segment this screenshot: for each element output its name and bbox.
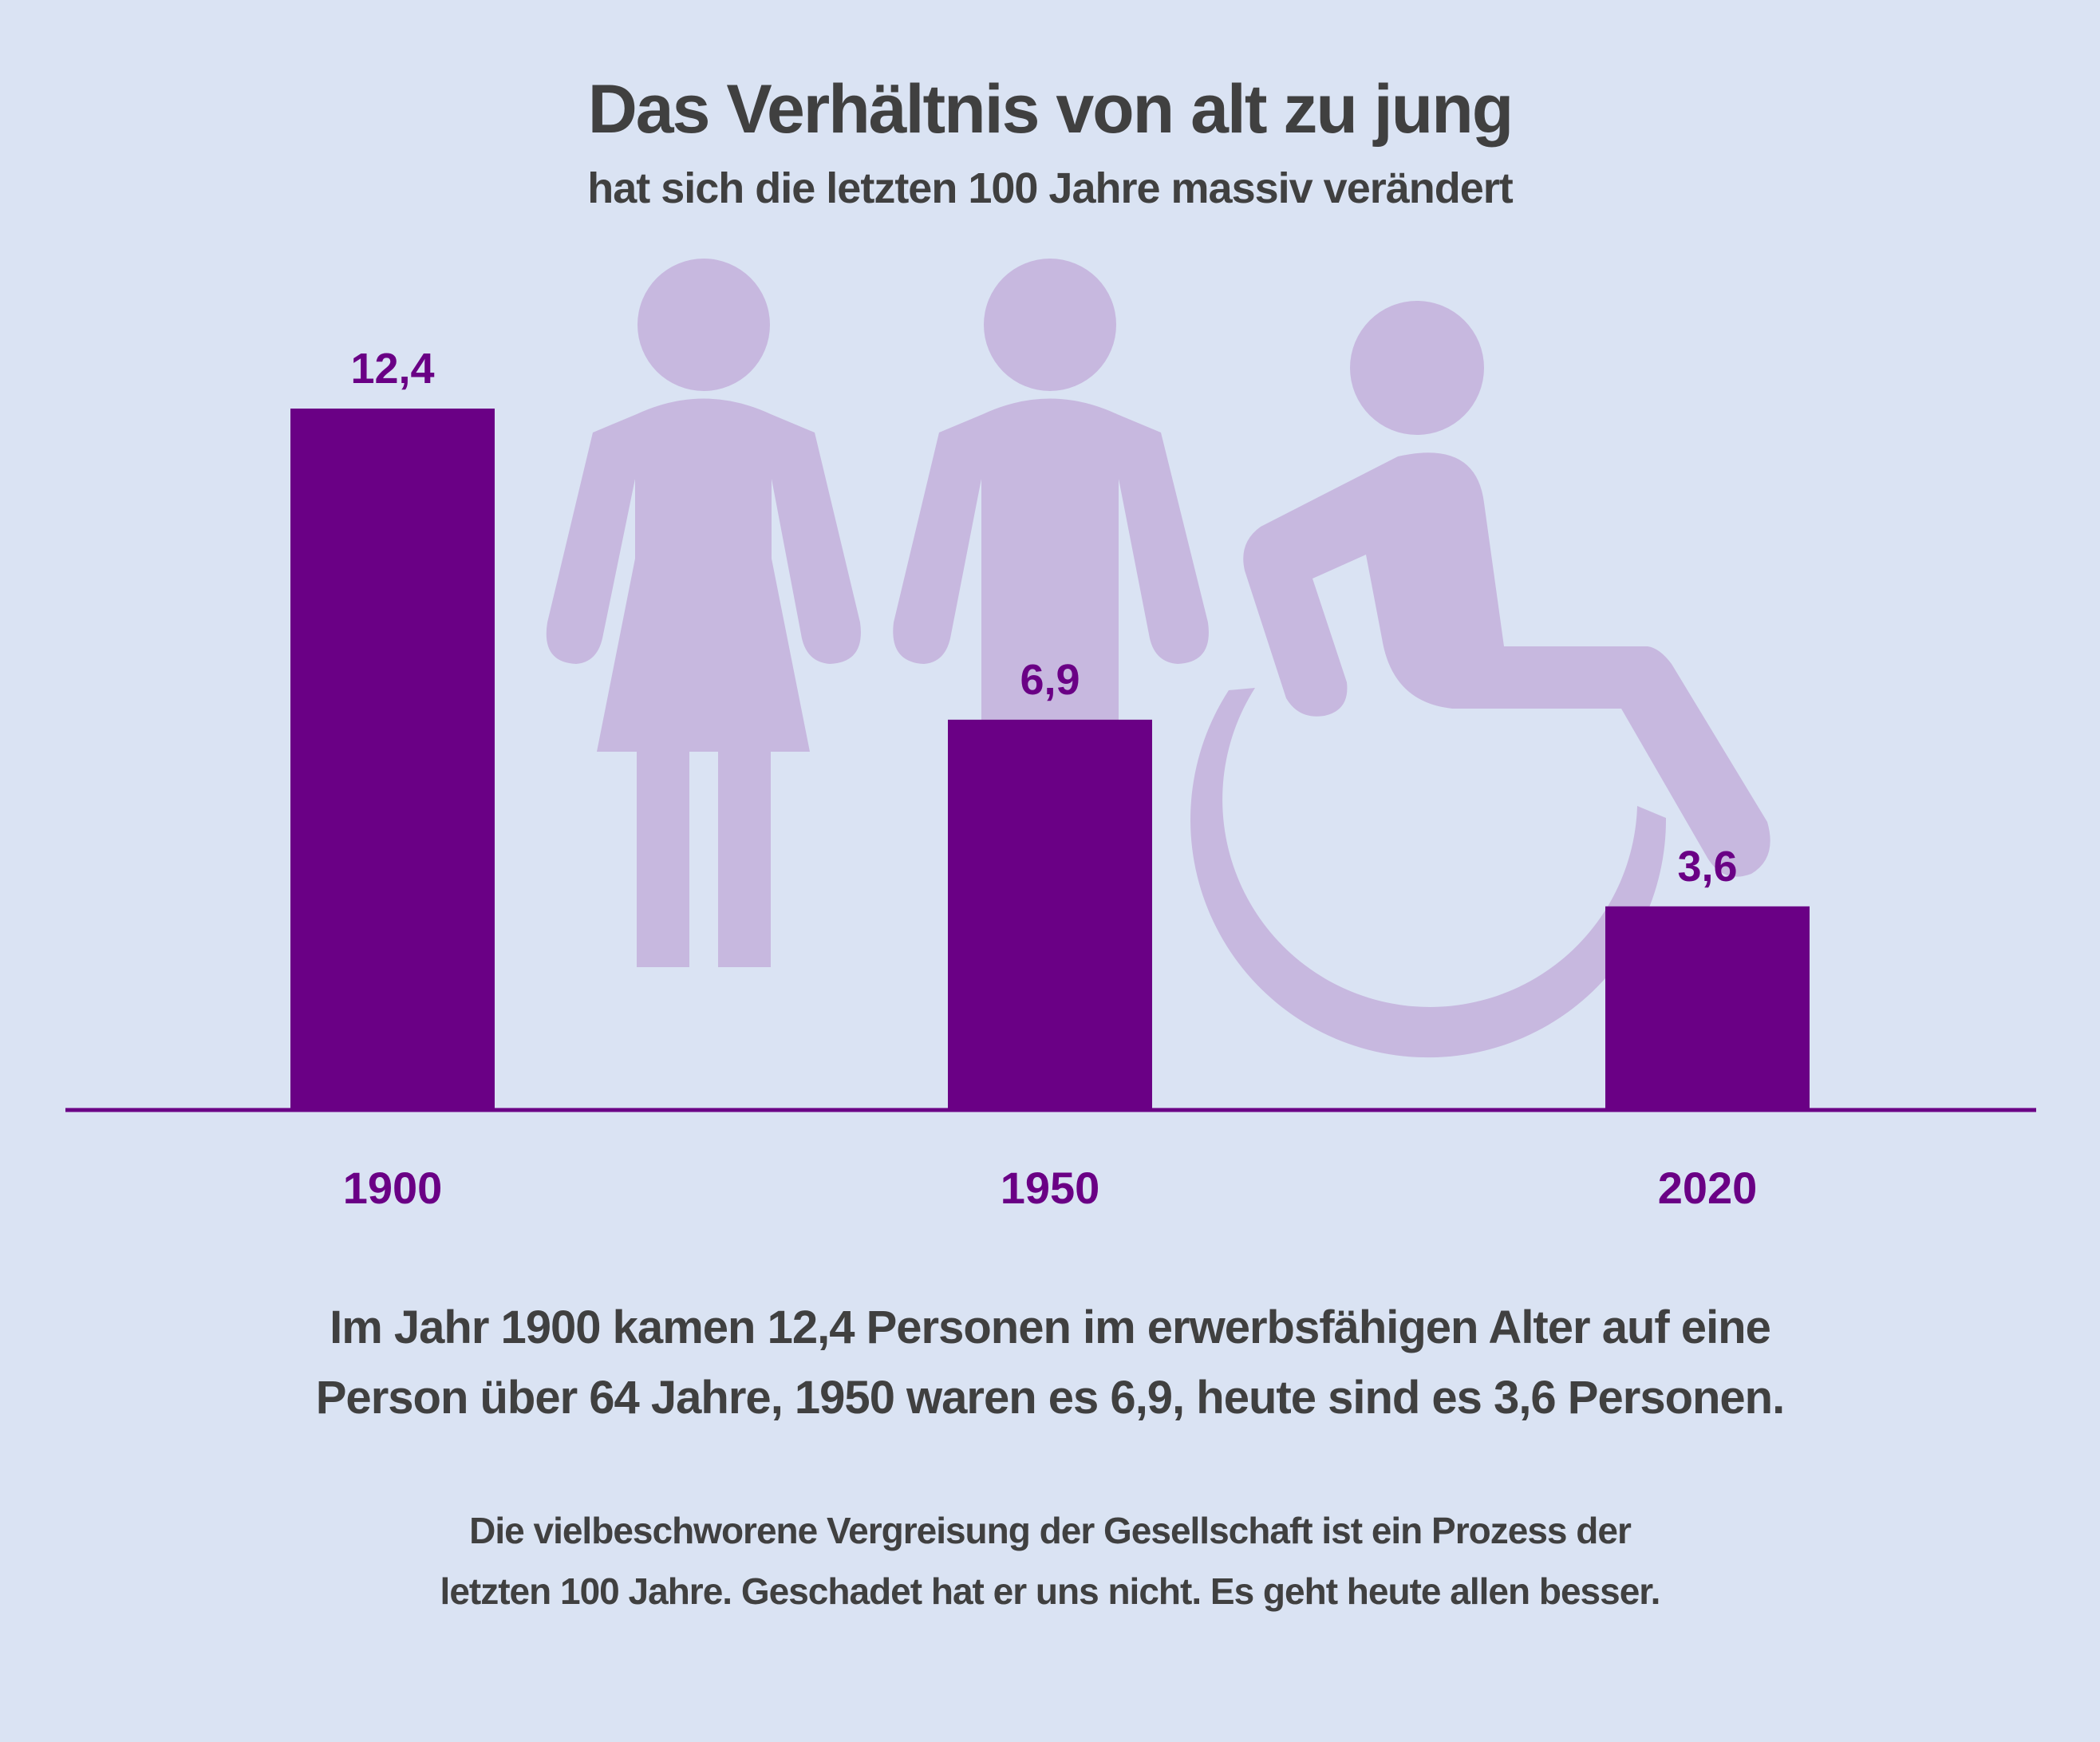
chart-title: Das Verhältnis von alt zu jung — [587, 71, 1514, 148]
bar-2020 — [1605, 906, 1810, 1110]
caption-sub-line: letzten 100 Jahre. Geschadet hat er uns … — [440, 1570, 1661, 1612]
caption-sub: Die vielbeschworene Vergreisung der Gese… — [0, 1500, 2100, 1622]
woman-icon — [546, 259, 861, 967]
bars-layer: 12,4 1900 6,9 1950 3,6 2020 — [290, 345, 1810, 1213]
x-tick-label-1950: 1950 — [1001, 1163, 1100, 1213]
caption-main-line: Person über 64 Jahre, 1950 waren es 6,9,… — [315, 1372, 1785, 1424]
chart-subtitle: hat sich die letzten 100 Jahre massiv ve… — [587, 164, 1514, 212]
data-label-1900: 12,4 — [350, 345, 434, 393]
wheelchair-icon — [1190, 301, 1770, 1058]
bar-1900 — [290, 409, 495, 1110]
caption-sub-line: Die vielbeschworene Vergreisung der Gese… — [469, 1510, 1632, 1551]
bar-1950 — [948, 719, 1152, 1110]
data-label-2020: 3,6 — [1677, 843, 1737, 891]
caption-main: Im Jahr 1900 kamen 12,4 Personen im erwe… — [0, 1293, 2100, 1433]
data-label-1950: 6,9 — [1020, 656, 1080, 704]
caption-main-line: Im Jahr 1900 kamen 12,4 Personen im erwe… — [330, 1302, 1771, 1353]
bar-chart: 12,4 1900 6,9 1950 3,6 2020 — [65, 259, 2036, 1213]
x-tick-label-2020: 2020 — [1658, 1163, 1758, 1213]
man-icon — [893, 259, 1209, 967]
x-tick-label-1900: 1900 — [343, 1163, 443, 1213]
